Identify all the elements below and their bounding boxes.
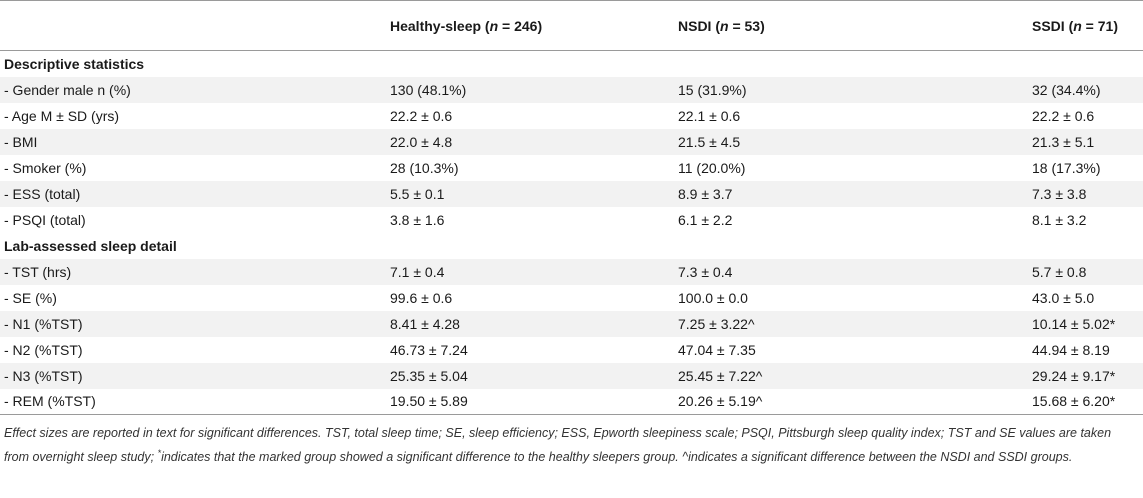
row-label: - Gender male n (%) bbox=[4, 81, 131, 98]
footnote-part2: indicates that the marked group showed a… bbox=[161, 450, 1073, 465]
table-row: - TST (hrs) 7.1 ± 0.4 7.3 ± 0.4 5.7 ± 0.… bbox=[0, 258, 1143, 285]
header-row: Healthy-sleep (n = 246) NSDI (n = 53) SS… bbox=[0, 0, 1143, 51]
footnote-part1: Effect sizes are reported in text for si… bbox=[4, 426, 1112, 465]
table-row: - N3 (%TST) 25.35 ± 5.04 25.45 ± 7.22^ 2… bbox=[0, 362, 1143, 389]
table-row: - Smoker (%) 28 (10.3%) 11 (20.0%) 18 (1… bbox=[0, 155, 1143, 181]
cell-healthy: 3.8 ± 1.6 bbox=[390, 211, 445, 228]
table-row: - N1 (%TST) 8.41 ± 4.28 7.25 ± 3.22^ 10.… bbox=[0, 310, 1143, 337]
cell-nsdi: 15 (31.9%) bbox=[678, 81, 747, 98]
row-label: - PSQI (total) bbox=[4, 211, 86, 228]
row-label: - REM (%TST) bbox=[0, 388, 388, 415]
row-label: - N2 (%TST) bbox=[4, 341, 83, 358]
table-row: - REM (%TST) 19.50 ± 5.89 20.26 ± 5.19^ … bbox=[0, 388, 1143, 415]
cell-healthy: 22.0 ± 4.8 bbox=[390, 133, 453, 150]
cell-nsdi: 25.45 ± 7.22^ bbox=[678, 367, 763, 384]
cell-healthy: 28 (10.3%) bbox=[390, 159, 459, 176]
cell-healthy: 5.5 ± 0.1 bbox=[390, 185, 445, 202]
cell-ssdi: 32 (34.4%) bbox=[1032, 81, 1101, 98]
cell-nsdi: 47.04 ± 7.35 bbox=[678, 341, 756, 358]
cell-healthy: 7.1 ± 0.4 bbox=[390, 263, 445, 280]
cell-ssdi: 7.3 ± 3.8 bbox=[1032, 185, 1087, 202]
cell-ssdi: 8.1 ± 3.2 bbox=[1032, 211, 1087, 228]
table-row: - SE (%) 99.6 ± 0.6 100.0 ± 0.0 43.0 ± 5… bbox=[0, 285, 1143, 311]
table-footnote: Effect sizes are reported in text for si… bbox=[0, 415, 1143, 467]
cell-ssdi: 22.2 ± 0.6 bbox=[1032, 107, 1095, 124]
row-label: - SE (%) bbox=[4, 289, 57, 306]
cell-ssdi: 15.68 ± 6.20* bbox=[1030, 388, 1143, 415]
header-label-col bbox=[0, 0, 388, 51]
cell-nsdi: 22.1 ± 0.6 bbox=[678, 107, 741, 124]
cell-healthy: 8.41 ± 4.28 bbox=[390, 315, 460, 332]
data-table: Healthy-sleep (n = 246) NSDI (n = 53) SS… bbox=[0, 0, 1143, 415]
row-label: - ESS (total) bbox=[4, 185, 81, 202]
table-row: - Age M ± SD (yrs) 22.2 ± 0.6 22.1 ± 0.6… bbox=[0, 103, 1143, 129]
cell-nsdi: 20.26 ± 5.19^ bbox=[676, 388, 1030, 415]
cell-nsdi: 8.9 ± 3.7 bbox=[678, 185, 733, 202]
cell-nsdi: 100.0 ± 0.0 bbox=[678, 289, 748, 306]
cell-ssdi: 44.94 ± 8.19 bbox=[1032, 341, 1110, 358]
cell-ssdi: 43.0 ± 5.0 bbox=[1032, 289, 1095, 306]
row-label: - N3 (%TST) bbox=[4, 367, 83, 384]
row-label: - Smoker (%) bbox=[4, 159, 87, 176]
cell-nsdi: 11 (20.0%) bbox=[678, 159, 746, 176]
table-row: - N2 (%TST) 46.73 ± 7.24 47.04 ± 7.35 44… bbox=[0, 337, 1143, 363]
table-row: - BMI 22.0 ± 4.8 21.5 ± 4.5 21.3 ± 5.1 bbox=[0, 128, 1143, 155]
row-label: - N1 (%TST) bbox=[4, 315, 83, 332]
cell-ssdi: 5.7 ± 0.8 bbox=[1032, 263, 1087, 280]
cell-ssdi: 29.24 ± 9.17* bbox=[1032, 367, 1116, 384]
header-healthy-sleep: Healthy-sleep (n = 246) bbox=[388, 0, 676, 51]
row-label: - BMI bbox=[4, 133, 38, 150]
cell-healthy: 46.73 ± 7.24 bbox=[390, 341, 468, 358]
footnote-star: * bbox=[157, 448, 162, 458]
table-row: - Gender male n (%) 130 (48.1%) 15 (31.9… bbox=[0, 76, 1143, 103]
section-heading: Lab-assessed sleep detail bbox=[0, 232, 1143, 259]
cell-nsdi: 7.3 ± 0.4 bbox=[678, 263, 733, 280]
cell-nsdi: 21.5 ± 4.5 bbox=[678, 133, 741, 150]
row-label: - Age M ± SD (yrs) bbox=[4, 107, 120, 124]
cell-nsdi: 6.1 ± 2.2 bbox=[678, 211, 733, 228]
table-row: - PSQI (total) 3.8 ± 1.6 6.1 ± 2.2 8.1 ±… bbox=[0, 207, 1143, 233]
table-row: - ESS (total) 5.5 ± 0.1 8.9 ± 3.7 7.3 ± … bbox=[0, 180, 1143, 207]
cell-healthy: 25.35 ± 5.04 bbox=[390, 367, 468, 384]
section-heading: Descriptive statistics bbox=[0, 50, 1143, 77]
cell-ssdi: 21.3 ± 5.1 bbox=[1032, 133, 1095, 150]
cell-ssdi: 18 (17.3%) bbox=[1032, 159, 1101, 176]
cell-nsdi: 7.25 ± 3.22^ bbox=[678, 315, 755, 332]
header-nsdi: NSDI (n = 53) bbox=[676, 0, 1030, 51]
row-label: - TST (hrs) bbox=[4, 263, 72, 280]
cell-healthy: 130 (48.1%) bbox=[390, 81, 467, 98]
cell-ssdi: 10.14 ± 5.02* bbox=[1032, 315, 1116, 332]
header-ssdi: SSDI (n = 71) bbox=[1030, 0, 1143, 51]
section-title: Lab-assessed sleep detail bbox=[4, 237, 177, 254]
cell-healthy: 19.50 ± 5.89 bbox=[388, 388, 676, 415]
cell-healthy: 22.2 ± 0.6 bbox=[390, 107, 453, 124]
cell-healthy: 99.6 ± 0.6 bbox=[390, 289, 453, 306]
section-title: Descriptive statistics bbox=[4, 55, 145, 72]
